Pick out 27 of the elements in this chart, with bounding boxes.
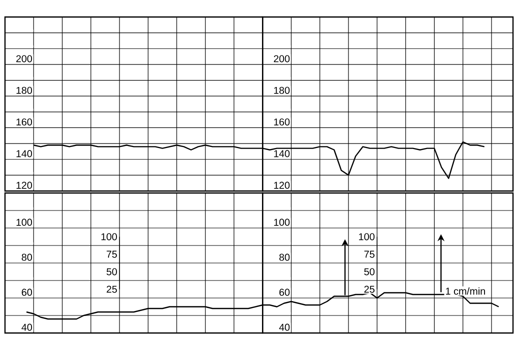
y-tick-label: 180	[274, 86, 290, 94]
y-tick-label: 100	[274, 218, 290, 226]
y-tick-label: 60	[279, 288, 290, 296]
y-tick-label: 80	[22, 254, 32, 261]
y-tick-label: 100	[16, 218, 32, 226]
y2-tick-label: 25	[106, 286, 117, 293]
y2-tick-label: 75	[106, 250, 117, 258]
annotation: 1 cm/min	[446, 287, 485, 295]
y-tick-label: 40	[22, 324, 32, 331]
y2-tick-label: 25	[364, 286, 374, 293]
y-tick-label: 160	[16, 118, 32, 126]
y2-tick-label: 50	[106, 268, 117, 276]
y-tick-label: 120	[16, 182, 32, 189]
y-tick-label: 140	[274, 150, 290, 158]
y-tick-label: 40	[279, 324, 290, 331]
y2-tick-label: 100	[101, 233, 117, 240]
y-tick-label: 160	[274, 118, 290, 126]
y-tick-label: 200	[16, 55, 32, 62]
y-tick-label: 180	[16, 86, 32, 94]
y-tick-label: 200	[274, 55, 290, 62]
y-tick-label: 140	[16, 150, 32, 158]
y2-tick-label: 50	[364, 268, 375, 276]
y-tick-label: 60	[22, 288, 32, 296]
y-tick-label: 120	[274, 182, 290, 189]
y2-tick-label: 100	[359, 233, 375, 240]
y2-tick-label: 75	[364, 250, 374, 258]
y-tick-label: 80	[279, 254, 290, 261]
